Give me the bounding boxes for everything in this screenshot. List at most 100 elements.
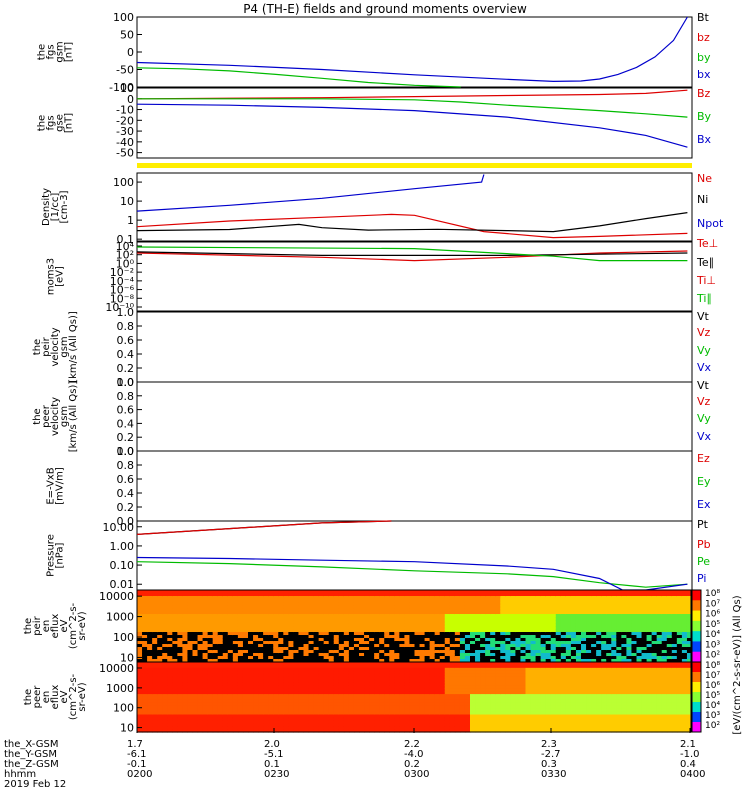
heatmap-cell xyxy=(656,590,663,594)
heatmap-cell xyxy=(490,638,496,642)
heatmap-cell xyxy=(162,688,168,692)
heatmap-cell xyxy=(283,702,289,707)
heatmap-cell xyxy=(253,623,259,627)
heatmap-cell xyxy=(207,682,214,686)
heatmap-cell xyxy=(535,599,542,603)
heatmap-cell xyxy=(419,632,426,636)
heatmap-cell xyxy=(333,708,340,713)
heatmap-cell xyxy=(449,717,456,721)
heatmap-cell xyxy=(212,608,219,612)
heatmap-cell xyxy=(253,659,259,663)
heatmap-cell xyxy=(636,602,643,606)
heatmap-cell xyxy=(470,641,476,645)
heatmap-cell xyxy=(651,602,658,606)
heatmap-cell xyxy=(167,726,173,730)
heatmap-cell xyxy=(409,641,416,645)
heatmap-cell xyxy=(303,714,310,719)
heatmap-cell xyxy=(505,679,511,684)
heatmap-cell xyxy=(485,676,491,681)
heatmap-cell xyxy=(389,659,395,663)
heatmap-cell xyxy=(232,638,239,642)
heatmap-cell xyxy=(157,688,163,692)
heatmap-cell xyxy=(601,608,607,612)
heatmap-cell xyxy=(485,635,491,639)
heatmap-cell xyxy=(540,605,547,609)
heatmap-cell xyxy=(348,611,355,615)
heatmap-cell xyxy=(540,647,547,651)
heatmap-cell xyxy=(399,664,406,669)
heatmap-cell xyxy=(207,596,214,600)
heatmap-cell xyxy=(147,714,153,719)
heatmap-cell xyxy=(454,679,461,684)
heatmap-cell xyxy=(409,682,416,686)
heatmap-cell xyxy=(505,638,511,642)
heatmap-cell xyxy=(333,602,340,606)
heatmap-cell xyxy=(485,638,491,642)
heatmap-cell xyxy=(510,611,517,615)
heatmap-cell xyxy=(686,590,693,594)
heatmap-cell xyxy=(253,614,259,618)
heatmap-cell xyxy=(222,664,229,669)
heatmap-cell xyxy=(303,647,310,651)
heatmap-cell xyxy=(591,608,597,612)
heatmap-cell xyxy=(389,641,395,645)
heatmap-cell xyxy=(369,691,375,695)
heatmap-cell xyxy=(429,694,436,698)
heatmap-cell xyxy=(248,708,254,713)
heatmap-cell xyxy=(424,688,431,692)
heatmap-cell xyxy=(470,611,476,615)
heatmap-cell xyxy=(157,632,163,636)
heatmap-cell xyxy=(459,632,466,636)
heatmap-cell xyxy=(601,626,607,630)
heatmap-cell xyxy=(525,717,532,721)
heatmap-cell xyxy=(459,662,466,666)
heatmap-cell xyxy=(338,673,345,678)
heatmap-cell xyxy=(434,620,441,624)
heatmap-cell xyxy=(586,662,592,666)
heatmap-cell xyxy=(273,702,279,707)
heatmap-cell xyxy=(187,699,194,704)
heatmap-cell xyxy=(586,602,592,606)
heatmap-cell xyxy=(273,711,279,716)
heatmap-cell xyxy=(172,650,178,654)
heatmap-cell xyxy=(540,626,547,630)
heatmap-cell xyxy=(535,629,542,633)
heatmap-cell xyxy=(298,664,305,669)
heatmap-cell xyxy=(343,620,350,624)
heatmap-cell xyxy=(253,632,259,636)
heatmap-cell xyxy=(152,638,158,642)
heatmap-cell xyxy=(268,656,274,660)
heatmap-cell xyxy=(187,632,194,636)
heatmap-cell xyxy=(379,699,385,704)
heatmap-cell xyxy=(258,723,264,727)
heatmap-cell xyxy=(570,641,577,645)
heatmap-cell xyxy=(475,644,481,648)
heatmap-cell xyxy=(237,711,244,716)
heatmap-cell xyxy=(621,605,628,609)
heatmap-cell xyxy=(656,650,663,654)
panel-frame xyxy=(136,450,693,522)
heatmap-cell xyxy=(399,590,406,594)
heatmap-cell xyxy=(157,647,163,651)
heatmap-cell xyxy=(596,638,602,642)
heatmap-cell xyxy=(409,659,416,663)
heatmap-cell xyxy=(535,653,542,657)
heatmap-cell xyxy=(591,623,597,627)
heatmap-cell xyxy=(333,617,340,621)
heatmap-cell xyxy=(581,714,587,719)
heatmap-cell xyxy=(298,635,305,639)
heatmap-cell xyxy=(495,623,501,627)
heatmap-cell xyxy=(429,641,436,645)
heatmap-cell xyxy=(575,608,582,612)
heatmap-cell xyxy=(369,596,375,600)
heatmap-cell xyxy=(399,682,406,686)
heatmap-cell xyxy=(343,644,350,648)
heatmap-cell xyxy=(429,688,436,692)
heatmap-cell xyxy=(333,611,340,615)
heatmap-cell xyxy=(152,623,158,627)
heatmap-cell xyxy=(147,685,153,689)
heatmap-cell xyxy=(636,638,643,642)
heatmap-cell xyxy=(540,711,547,716)
heatmap-cell xyxy=(273,638,279,642)
heatmap-cell xyxy=(464,620,471,624)
